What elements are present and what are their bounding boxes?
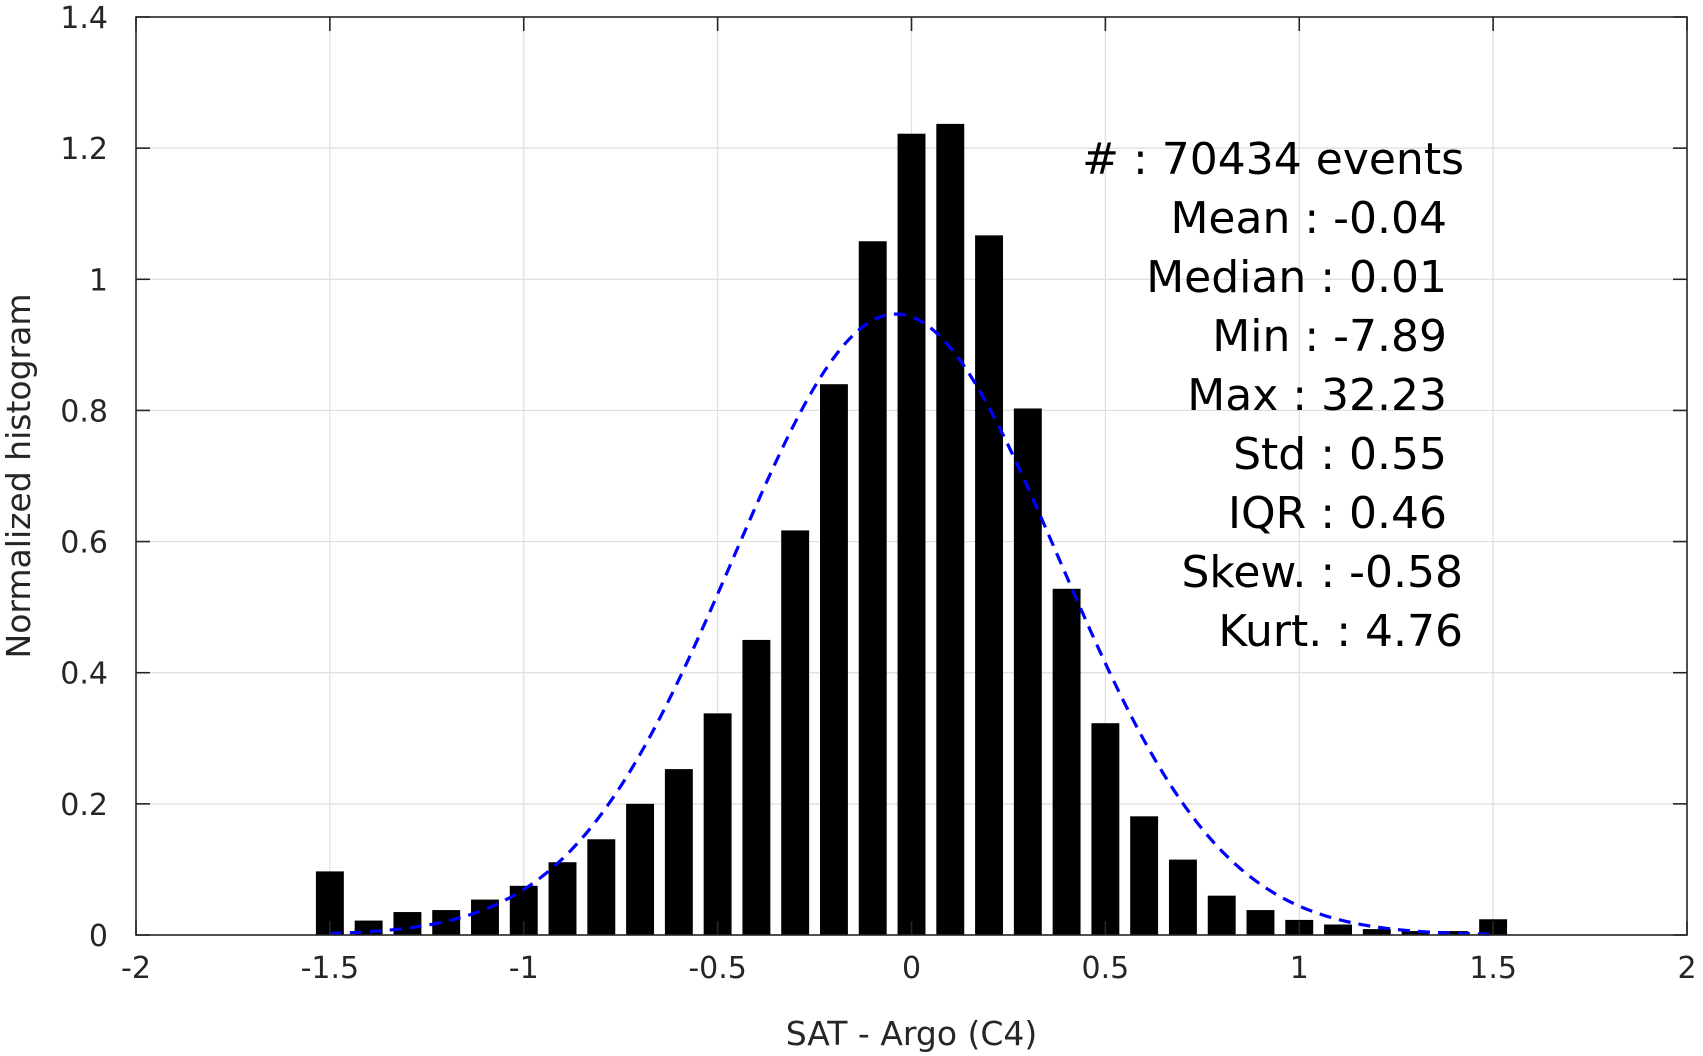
histogram-bar (897, 133, 926, 935)
stat-events: # : 70434 events (1082, 134, 1464, 185)
stat-kurt: Kurt. : 4.76 (1218, 606, 1463, 657)
histogram-bar (1130, 816, 1159, 935)
y-tick-label: 0.8 (60, 394, 108, 429)
histogram-bar (1324, 924, 1352, 935)
histogram-bar (626, 803, 655, 935)
x-tick-label: 0.5 (1082, 951, 1130, 986)
x-tick-label: -1.5 (301, 951, 360, 986)
x-tick-label: -1 (509, 951, 539, 986)
histogram-bar (1362, 929, 1391, 935)
stat-min: Min : -7.89 (1212, 311, 1447, 362)
histogram-bar (703, 713, 732, 935)
histogram-bar (781, 530, 810, 935)
histogram-bar (742, 639, 771, 935)
stat-iqr: IQR : 0.46 (1228, 488, 1447, 539)
histogram-bar (819, 384, 848, 935)
stat-mean: Mean : -0.04 (1170, 193, 1447, 244)
y-tick-label: 1.4 (60, 1, 108, 36)
histogram-bar (1207, 895, 1236, 935)
histogram-bar (975, 235, 1004, 936)
stat-median: Median : 0.01 (1146, 252, 1447, 303)
histogram-bar (1052, 588, 1081, 935)
stat-skew: Skew. : -0.58 (1182, 547, 1464, 598)
y-tick-label: 0.6 (60, 526, 108, 561)
stat-std: Std : 0.55 (1233, 429, 1447, 480)
x-tick-label: -0.5 (688, 951, 747, 986)
gaussian-fit-curve (329, 312, 1494, 936)
x-tick-label: 2 (1677, 951, 1696, 986)
histogram-bar (1091, 723, 1120, 935)
y-tick-label: 1 (89, 263, 108, 298)
y-tick-label: 0.4 (60, 657, 108, 692)
y-tick-label: 1.2 (60, 132, 108, 167)
histogram-bar (393, 912, 422, 935)
x-tick-label: 0 (902, 951, 921, 986)
histogram-bar (1440, 931, 1469, 935)
histogram-bars (315, 123, 1508, 936)
stat-max: Max : 32.23 (1187, 370, 1447, 421)
x-tick-label: 1 (1290, 951, 1309, 986)
x-tick-label: 1.5 (1469, 951, 1517, 986)
x-axis-title: SAT - Argo (C4) (786, 1014, 1038, 1053)
histogram-bar (858, 241, 887, 936)
stats-annotation-box: # : 70434 events Mean : -0.04 Median : 0… (1082, 134, 1464, 657)
x-tick-label: -2 (121, 951, 151, 986)
histogram-bar (548, 862, 577, 935)
y-tick-label: 0 (89, 919, 108, 954)
histogram-bar (664, 769, 693, 935)
histogram-bar (1013, 408, 1042, 935)
y-tick-labels: 0 0.2 0.4 0.6 0.8 1 1.2 1.4 (60, 1, 108, 954)
histogram-bar (1168, 859, 1197, 935)
histogram-bar (1401, 931, 1430, 935)
histogram-bar (1246, 910, 1275, 935)
axis-ticks (135, 16, 1688, 936)
histogram-bar (936, 123, 965, 936)
x-tick-labels: -2 -1.5 -1 -0.5 0 0.5 1 1.5 2 (121, 951, 1697, 986)
histogram-bar (587, 839, 616, 935)
y-axis-title: Normalized histogram (0, 294, 38, 659)
y-tick-label: 0.2 (60, 788, 108, 823)
